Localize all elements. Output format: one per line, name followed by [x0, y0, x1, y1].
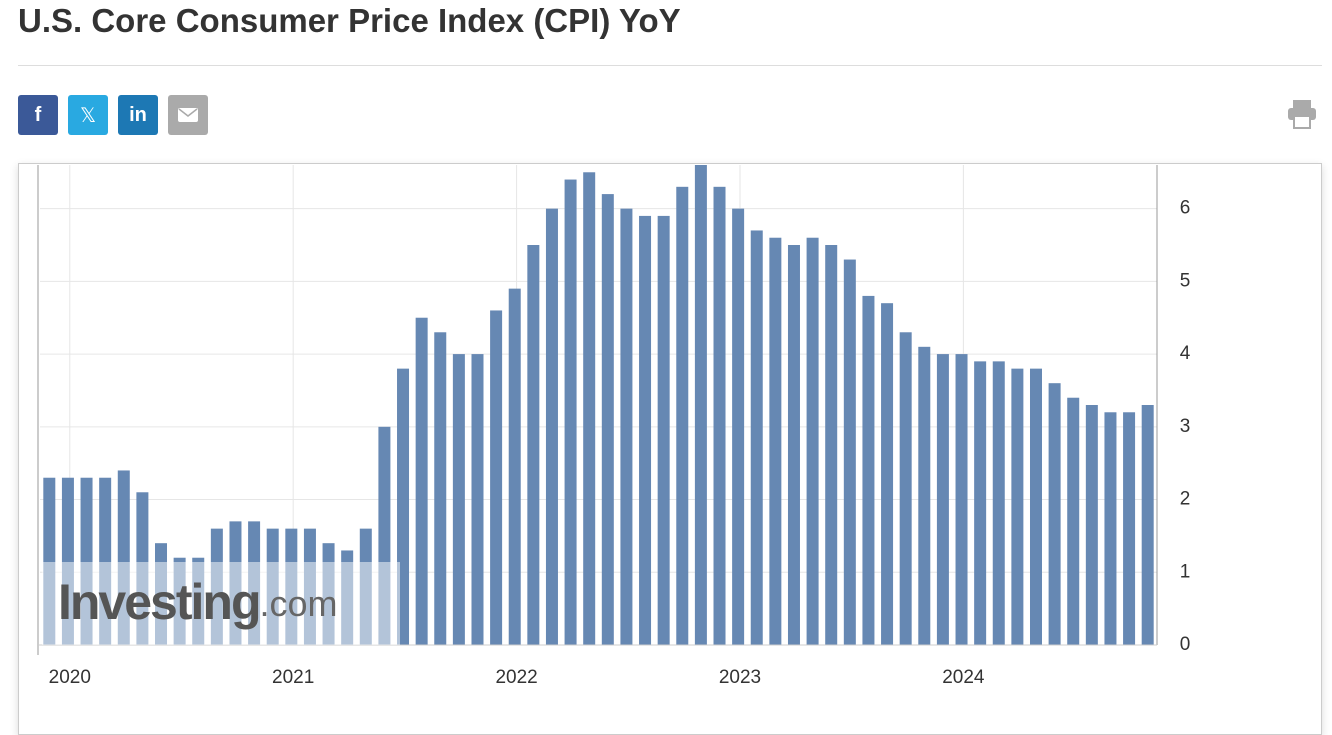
bar: [899, 332, 912, 645]
bar: [471, 354, 484, 645]
bar: [936, 354, 949, 645]
bar: [1048, 383, 1061, 645]
x-tick-label: 2020: [49, 667, 91, 688]
bar: [694, 165, 707, 645]
bar: [657, 215, 670, 645]
bar: [769, 237, 782, 645]
bar: [415, 317, 428, 645]
chart: 0 1 2 3 4 5 6 2020 2021 2022 2023 2024 Investing.com: [37, 165, 1191, 688]
bar: [732, 208, 745, 646]
bar: [825, 245, 838, 645]
y-tick-label: 1: [1180, 561, 1191, 582]
linkedin-share[interactable]: in: [118, 95, 158, 135]
bar: [843, 259, 856, 645]
bar: [1085, 405, 1098, 645]
y-tick-label: 2: [1180, 489, 1191, 510]
bar: [490, 310, 503, 645]
bar: [676, 186, 689, 645]
y-tick-label: 3: [1180, 416, 1191, 437]
bar: [862, 295, 875, 645]
bar: [527, 245, 540, 645]
bar: [639, 215, 652, 645]
bar: [545, 208, 558, 646]
bar: [1141, 405, 1154, 645]
x-tick-label: 2021: [272, 667, 314, 688]
x-tick-label: 2024: [942, 667, 985, 688]
facebook-share[interactable]: f: [18, 95, 58, 135]
bar: [974, 361, 987, 645]
bar: [955, 354, 968, 645]
bar: [992, 361, 1005, 645]
watermark-brand: Investing: [58, 574, 259, 630]
bar: [787, 245, 800, 645]
bar: [1123, 412, 1136, 645]
print-icon[interactable]: [1286, 98, 1318, 130]
bar: [434, 332, 447, 645]
bar: [918, 346, 931, 645]
email-share[interactable]: [168, 95, 208, 135]
email-icon: [178, 108, 198, 122]
watermark-bg: [42, 562, 400, 645]
x-share[interactable]: 𝕏: [68, 95, 108, 135]
bar: [1029, 368, 1042, 645]
bar: [1104, 412, 1117, 645]
x-tick-label: 2023: [719, 667, 761, 688]
bar: [117, 470, 130, 645]
bar: [1067, 397, 1080, 645]
watermark: Investing.com: [58, 574, 338, 630]
y-tick-label: 4: [1180, 343, 1191, 364]
bar: [452, 354, 465, 645]
bar: [508, 288, 521, 645]
bar: [713, 186, 726, 645]
page: U.S. Core Consumer Price Index (CPI) YoY…: [18, 2, 1322, 735]
y-tick-label: 5: [1180, 270, 1191, 291]
y-tick-label: 6: [1180, 198, 1191, 219]
x-tick-label: 2022: [495, 667, 537, 688]
divider: [18, 65, 1322, 66]
y-tick-label: 0: [1180, 634, 1191, 655]
bar: [750, 230, 763, 646]
page-title: U.S. Core Consumer Price Index (CPI) YoY: [18, 2, 681, 39]
bar: [583, 172, 596, 646]
bar: [1011, 368, 1024, 645]
bar: [881, 303, 894, 645]
watermark-suffix: .com: [259, 583, 337, 624]
bar: [620, 208, 633, 646]
bar: [601, 194, 614, 645]
bar: [564, 179, 577, 645]
bar: [806, 237, 819, 645]
bar: [397, 368, 410, 645]
